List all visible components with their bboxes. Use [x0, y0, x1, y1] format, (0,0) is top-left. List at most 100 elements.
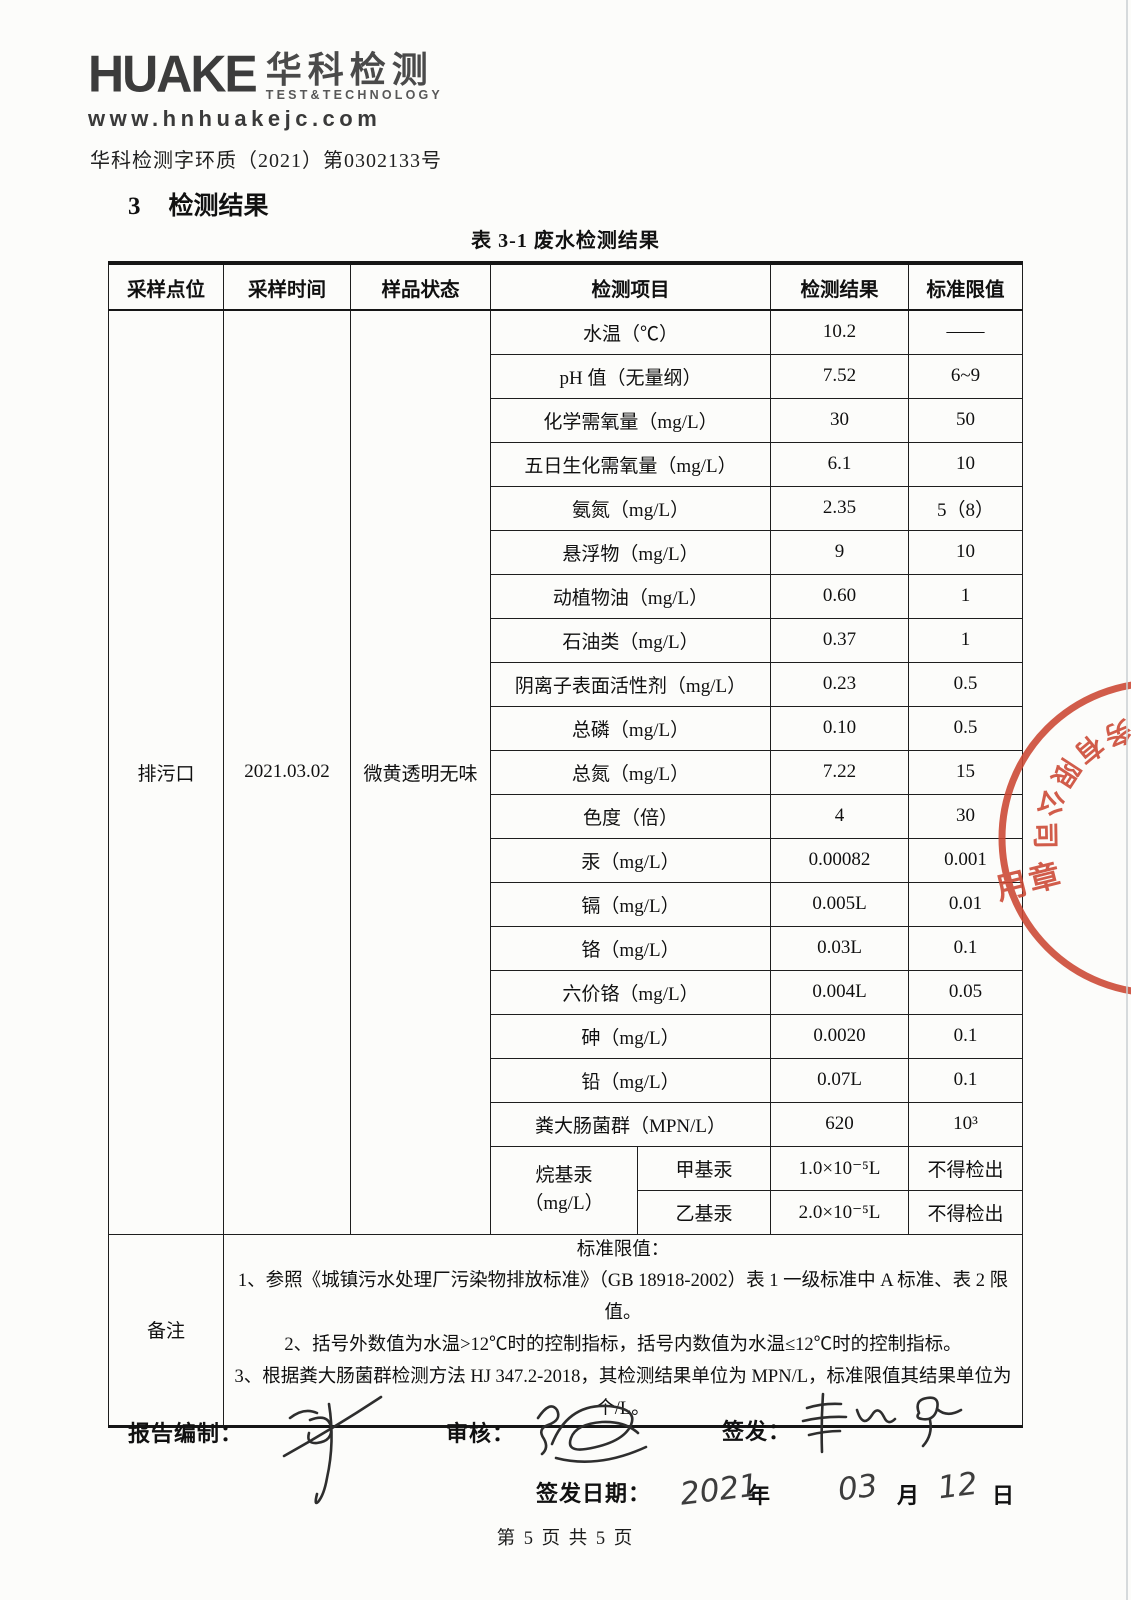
header-cell-state: 样品状态	[350, 262, 491, 311]
item-cell: 水温（℃）	[489, 309, 772, 355]
result-cell: 30	[770, 397, 910, 443]
result-cell: 0.03L	[770, 925, 910, 971]
result-cell: 0.005L	[770, 881, 910, 927]
result-cell: 7.22	[770, 749, 910, 795]
table-row: 动植物油（mg/L） 0.60 1	[109, 573, 1024, 619]
item-cell: 化学需氧量（mg/L）	[489, 397, 772, 443]
result-cell: 0.60	[770, 573, 910, 619]
table-row: 化学需氧量（mg/L） 30 50	[109, 397, 1024, 443]
table-row: 乙基汞 2.0×10⁻⁵L 不得检出	[109, 1189, 1024, 1235]
table-row: 镉（mg/L） 0.005L 0.01	[109, 881, 1024, 927]
remark-label-cell: 备注	[108, 1233, 224, 1428]
limit-cell: 50	[908, 397, 1024, 443]
table-header-row: 采样点位 采样时间 样品状态 检测项目 检测结果 标准限值	[108, 262, 1024, 311]
alkyl-group-line1: 烷基汞	[535, 1164, 593, 1186]
item-cell: 色度（倍）	[489, 793, 772, 839]
remark-line: 2、括号外数值为水温>12℃时的控制指标，括号内数值为水温≤12℃时的控制指标。	[284, 1334, 962, 1355]
result-cell: 9	[770, 529, 910, 575]
page-edge-line	[1126, 0, 1128, 1600]
limit-cell: 不得检出	[908, 1189, 1024, 1235]
header-cell-time: 采样时间	[223, 262, 351, 311]
prepared-signature	[282, 1395, 383, 1505]
alkyl-group-cell: 烷基汞 （mg/L）	[490, 1145, 638, 1235]
result-cell: 0.37	[770, 617, 910, 663]
header-cell-limit: 标准限值	[908, 262, 1024, 311]
table-row: 氨氮（mg/L） 2.35 5（8）	[109, 485, 1024, 531]
item-cell: 铅（mg/L）	[489, 1057, 772, 1103]
sample-location-cell: 排污口	[108, 309, 224, 1235]
result-cell: 0.23	[770, 661, 910, 707]
item-cell: 粪大肠菌群（MPN/L）	[489, 1101, 772, 1147]
company-stamp: 务有限公司 用章	[992, 681, 1131, 995]
issue-signature	[801, 1392, 963, 1454]
header-cell-result: 检测结果	[770, 262, 910, 311]
item-cell: 动植物油（mg/L）	[489, 573, 772, 619]
handwritten-day: 12	[935, 1465, 980, 1507]
table-row: pH 值（无量纲） 7.52 6~9	[109, 353, 1024, 399]
company-logo: HUAKE 华科检测 TEST&TECHNOLOGY www.hnhuakejc…	[88, 48, 443, 132]
day-unit: 日	[992, 1483, 1015, 1508]
section-title: 检测结果	[168, 193, 269, 220]
limit-cell: 10³	[908, 1101, 1024, 1147]
doc-number: 华科检测字环质（2021）第0302133号	[90, 150, 442, 172]
table-row: 烷基汞 （mg/L） 甲基汞 1.0×10⁻⁵L 不得检出	[109, 1145, 1024, 1235]
result-cell: 0.00082	[770, 837, 910, 883]
prepared-by-label: 报告编制：	[128, 1421, 244, 1446]
header-cell-location: 采样点位	[108, 262, 224, 311]
result-cell: 2.35	[770, 485, 910, 531]
result-cell: 0.0020	[770, 1013, 910, 1059]
table-row: 汞（mg/L） 0.00082 0.001	[109, 837, 1024, 883]
logo-cn-text: 华科检测	[265, 50, 434, 90]
item-cell: 砷（mg/L）	[489, 1013, 772, 1059]
logo-subtitle: TEST&TECHNOLOGY	[265, 88, 443, 102]
limit-cell: 10	[908, 529, 1024, 575]
table-row: 六价铬（mg/L） 0.004L 0.05	[109, 969, 1024, 1015]
limit-cell: 不得检出	[908, 1145, 1024, 1191]
reviewed-by-label: 审核：	[446, 1421, 516, 1446]
table-row: 铬（mg/L） 0.03L 0.1	[109, 925, 1024, 971]
result-cell: 0.07L	[770, 1057, 910, 1103]
result-cell: 7.52	[770, 353, 910, 399]
limit-cell: ——	[908, 309, 1024, 355]
remark-content-cell: 标准限值： 1、参照《城镇污水处理厂污染物排放标准》（GB 18918-2002…	[222, 1233, 1024, 1428]
remark-row: 备注 标准限值： 1、参照《城镇污水处理厂污染物排放标准》（GB 18918-2…	[108, 1233, 1024, 1428]
result-cell: 0.004L	[770, 969, 910, 1015]
item-cell: 铬（mg/L）	[489, 925, 772, 971]
item-cell: 五日生化需氧量（mg/L）	[489, 441, 772, 487]
result-cell: 10.2	[770, 309, 910, 355]
result-cell: 620	[770, 1101, 910, 1147]
month-unit: 月	[897, 1483, 920, 1508]
item-cell: 六价铬（mg/L）	[489, 969, 772, 1015]
table-row: 粪大肠菌群（MPN/L） 620 10³	[109, 1101, 1024, 1147]
result-cell: 1.0×10⁻⁵L	[770, 1145, 910, 1191]
item-cell: 氨氮（mg/L）	[489, 485, 772, 531]
section-number: 3	[128, 193, 141, 220]
limit-cell: 0.05	[908, 969, 1024, 1015]
year-unit: 年	[748, 1483, 771, 1508]
limit-cell: 0.1	[908, 925, 1024, 971]
limit-cell: 5（8）	[908, 485, 1024, 531]
remark-line: 1、参照《城镇污水处理厂污染物排放标准》（GB 18918-2002）表 1 一…	[237, 1271, 1009, 1324]
header-cell-item: 检测项目	[489, 262, 772, 311]
item-cell: 镉（mg/L）	[489, 881, 772, 927]
remark-title: 标准限值：	[576, 1239, 670, 1260]
table-row: 阴离子表面活性剂（mg/L） 0.23 0.5	[109, 661, 1024, 707]
review-signature	[536, 1404, 648, 1463]
section-heading: 3 检测结果	[128, 186, 269, 222]
alkyl-group-line2: （mg/L）	[524, 1193, 604, 1214]
website-text: www.hnhuakejc.com	[88, 106, 382, 131]
issue-date-label: 签发日期：	[536, 1481, 652, 1506]
table-title: 表 3-1 废水检测结果	[471, 230, 660, 252]
table-row: 石油类（mg/L） 0.37 1	[109, 617, 1024, 663]
issued-by-label: 签发：	[722, 1419, 792, 1444]
page-footer: 第 5 页 共 5 页	[496, 1529, 635, 1549]
result-cell: 6.1	[770, 441, 910, 487]
limit-cell: 0.1	[908, 1013, 1024, 1059]
item-cell: pH 值（无量纲）	[489, 353, 772, 399]
limit-cell: 0.1	[908, 1057, 1024, 1103]
table-row: 铅（mg/L） 0.07L 0.1	[109, 1057, 1024, 1103]
item-cell: 阴离子表面活性剂（mg/L）	[489, 661, 772, 707]
limit-cell: 6~9	[908, 353, 1024, 399]
sample-state-cell: 微黄透明无味	[350, 309, 491, 1235]
